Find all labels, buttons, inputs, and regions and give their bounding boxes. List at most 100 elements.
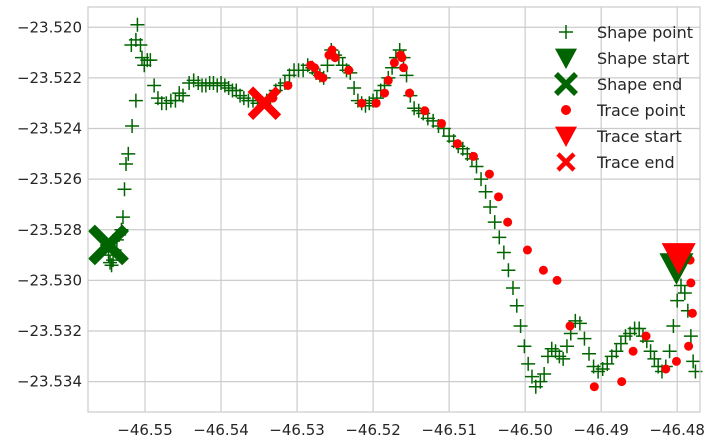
trace-point-marker (494, 192, 504, 202)
trace-point-marker (552, 275, 562, 285)
y-tick-label: −23.520 (17, 18, 82, 36)
shape-point-marker (505, 280, 520, 295)
shape-point-marker (533, 374, 548, 389)
shape-point-marker (643, 344, 658, 359)
legend-shape-start-marker (555, 48, 577, 69)
x-tick-label: −46.52 (345, 421, 401, 439)
shape-point-marker (128, 93, 143, 108)
trace-point-marker (397, 53, 407, 63)
shape-point-marker (609, 344, 624, 359)
trace-point-marker (283, 80, 293, 90)
shape-point-marker (115, 210, 130, 225)
legend-trace-start-label: Trace start (596, 127, 682, 146)
trace-point-marker (371, 98, 381, 108)
trace-point-marker (383, 75, 393, 85)
y-tick-label: −23.524 (17, 120, 82, 138)
shape-point-marker (119, 156, 134, 171)
trace-point-marker (420, 106, 430, 116)
shape-point-marker (130, 17, 145, 32)
shape-point-marker (509, 298, 524, 313)
shape-point-marker (483, 199, 498, 214)
legend-shape-start-label: Shape start (597, 49, 689, 68)
trace-point-marker (687, 308, 697, 318)
x-tick-label: −46.48 (649, 421, 705, 439)
x-tick-label: −46.49 (573, 421, 629, 439)
x-tick-label: −46.55 (117, 421, 173, 439)
trace-point-marker (522, 245, 532, 255)
y-tick-label: −23.534 (17, 373, 82, 391)
y-tick-label: −23.526 (17, 170, 82, 188)
x-tick-label: −46.53 (269, 421, 325, 439)
trace-point-marker (468, 151, 478, 161)
shape-point-marker (147, 78, 162, 93)
shape-point-marker (647, 351, 662, 366)
legend: Shape point Shape start Shape end Trace poi… (554, 23, 693, 172)
legend-shape-point-marker (559, 25, 573, 39)
x-tick-label: −46.50 (497, 421, 553, 439)
trace-point-marker (686, 278, 696, 288)
shape-point-marker (474, 172, 489, 187)
shape-point-marker (501, 263, 516, 278)
shape-point-marker (125, 118, 140, 133)
trace-point-marker (503, 217, 513, 227)
trace-start-marker (661, 243, 696, 275)
trace-point-marker (357, 98, 367, 108)
plot-frame (87, 6, 701, 413)
shape-point-marker (613, 336, 628, 351)
trace-point-marker (484, 169, 494, 179)
shape-point-marker (103, 255, 118, 270)
trace-point-marker (327, 45, 337, 55)
legend-trace-end-marker (556, 152, 576, 172)
trace-point-marker (389, 58, 399, 68)
plot-background (88, 7, 700, 412)
shape-point-marker (572, 316, 587, 331)
legend-shape-end-marker (554, 72, 578, 96)
y-tick-label: −23.530 (17, 271, 82, 289)
shape-point-marker (478, 184, 493, 199)
legend-trace-point-marker (561, 105, 571, 115)
trace-point-marker (684, 341, 694, 351)
shape-point-marker (496, 245, 511, 260)
legend-trace-start-marker (555, 126, 577, 147)
shape-point-marker (221, 81, 236, 95)
trace-point-marker (565, 321, 575, 331)
shape-point-marker (524, 369, 539, 384)
shape-point-marker (517, 339, 532, 354)
trace-point-marker (379, 88, 389, 98)
shape-point-marker (214, 75, 229, 90)
shape-point-marker (537, 367, 552, 382)
shape-point-marker (686, 354, 701, 369)
x-tick-label: −46.51 (421, 421, 477, 439)
shape-point-marker (168, 93, 183, 108)
trace-point-marker (589, 382, 599, 392)
shape-point-marker (469, 159, 484, 174)
shape-point-marker (600, 356, 615, 371)
y-axis-tick-labels: −23.520 −23.522 −23.524 −23.526 −23.528 −23.5… (17, 18, 82, 390)
trace-point-marker (399, 63, 409, 73)
shape-point-marker (666, 318, 681, 333)
shape-point-marker (172, 86, 187, 101)
legend-trace-end-label: Trace end (596, 153, 675, 172)
legend-shape-end-label: Shape end (597, 75, 682, 94)
trace-point-marker (330, 53, 340, 63)
x-axis-tick-labels: −46.55 −46.54 −46.53 −46.52 −46.51 −46.50 −46.… (117, 421, 705, 439)
y-tick-label: −23.532 (17, 322, 82, 340)
trace-point-marker (344, 65, 354, 75)
trace-point-marker (661, 364, 671, 374)
trace-point-marker (671, 356, 681, 366)
x-tick-label: −46.54 (193, 421, 249, 439)
shape-point-marker (559, 339, 574, 354)
shape-point-marker (556, 351, 571, 366)
shape-point-marker (544, 341, 559, 356)
trace-end-marker (247, 86, 282, 120)
shape-point-marker (582, 346, 597, 361)
trace-point-marker (437, 118, 447, 128)
shape-point-marker (117, 182, 132, 197)
shape-point-marker (677, 286, 692, 301)
shape-point-marker (662, 344, 677, 359)
trace-point-marker (538, 265, 548, 275)
shape-point-marker (632, 321, 647, 336)
trace-point-marker (310, 63, 320, 73)
legend-trace-point-label: Trace point (596, 101, 685, 120)
shape-point-marker (121, 146, 136, 161)
